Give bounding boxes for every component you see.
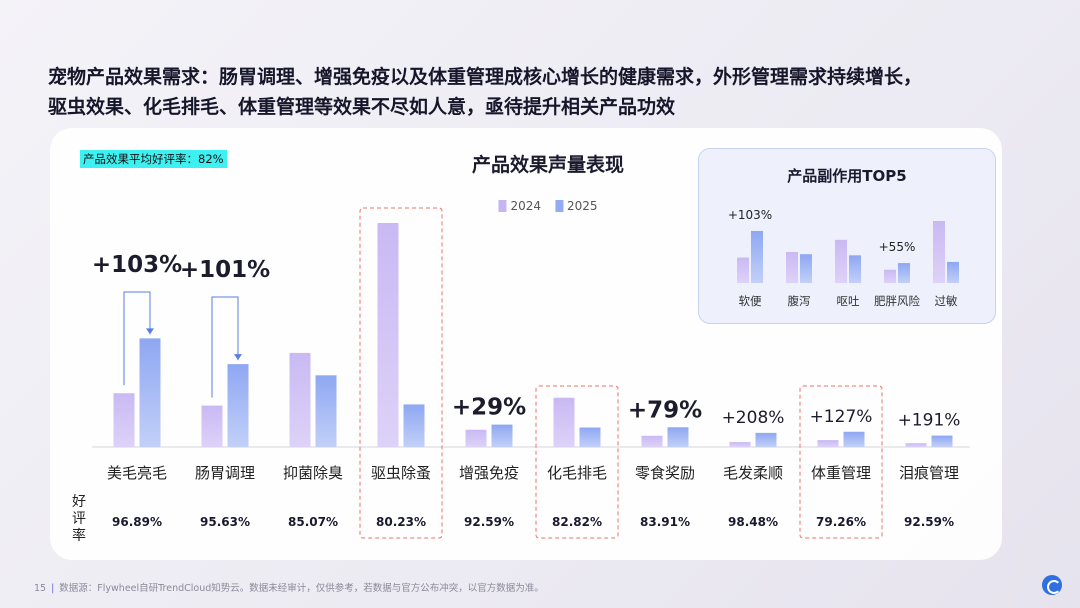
side-effects-title: 产品副作用TOP5 <box>787 167 907 185</box>
category-label-8: 毛发柔顺 <box>723 464 783 482</box>
source-note: 数据源：Flywheel自研TrendCloud知势云。数据未经审计，仅供参考，… <box>59 583 544 594</box>
legend-label-2024: 2024 <box>510 199 541 213</box>
category-label-7: 零食奖励 <box>635 464 695 482</box>
rating-value-4: 80.23% <box>376 515 426 529</box>
side-bar-2024-4 <box>884 269 896 283</box>
rating-value-5: 92.59% <box>464 515 514 529</box>
bar-2024-5 <box>465 429 487 447</box>
growth-arrowhead-2 <box>234 354 242 361</box>
side-bar-2024-2 <box>786 252 798 283</box>
headline-line-1: 宠物产品效果需求：肠胃调理、增强免疫以及体重管理成核心增长的健康需求，外形管理需… <box>48 66 923 88</box>
side-category-label-4: 肥胖风险 <box>874 294 920 308</box>
bar-2025-3 <box>315 375 337 447</box>
category-label-6: 化毛排毛 <box>547 464 607 482</box>
side-effects-bar-chart: 软便 +103% 腹泻 呕吐 肥胖风险 +55% 过敏 <box>728 208 959 308</box>
growth-label-10: +191% <box>898 411 961 431</box>
bar-2024-6 <box>553 397 575 447</box>
growth-label-9: +127% <box>810 407 873 427</box>
bar-2025-7 <box>667 427 689 447</box>
rating-value-2: 95.63% <box>200 515 250 529</box>
legend-label-2025: 2025 <box>567 199 598 213</box>
growth-label-5: +29% <box>452 395 526 421</box>
side-bar-2025-3 <box>849 255 861 283</box>
rating-row-label: 好评率 <box>72 494 86 544</box>
main-chart-legend: 2024 2025 <box>498 199 598 213</box>
category-label-2: 肠胃调理 <box>195 464 255 482</box>
side-bar-2024-1 <box>737 257 749 283</box>
category-label-9: 体重管理 <box>811 464 871 482</box>
bar-2024-9 <box>817 440 839 447</box>
rating-value-9: 79.26% <box>816 515 866 529</box>
headline: 宠物产品效果需求：肠胃调理、增强免疫以及体重管理成核心增长的健康需求，外形管理需… <box>48 62 1048 122</box>
bar-2024-1 <box>113 393 135 447</box>
bar-2025-6 <box>579 427 601 447</box>
side-bar-2024-3 <box>835 239 847 283</box>
brand-logo-icon <box>1042 575 1062 595</box>
bar-2025-1 <box>139 338 161 447</box>
highlight-box-9 <box>799 385 883 539</box>
legend-swatch-2025 <box>555 200 563 212</box>
side-category-label-2: 腹泻 <box>788 294 811 308</box>
highlight-box-4 <box>359 207 443 539</box>
rating-value-10: 92.59% <box>904 515 954 529</box>
bar-2025-8 <box>755 432 777 447</box>
side-bar-2025-4 <box>898 263 910 283</box>
side-category-label-5: 过敏 <box>935 294 958 308</box>
category-label-3: 抑菌除臭 <box>283 464 343 482</box>
rating-value-8: 98.48% <box>728 515 778 529</box>
side-bar-2025-2 <box>800 254 812 283</box>
bar-2025-5 <box>491 424 513 447</box>
bar-2024-2 <box>201 405 223 447</box>
bar-2024-7 <box>641 435 663 447</box>
category-label-1: 美毛亮毛 <box>107 464 167 482</box>
page-number: 15 <box>34 583 47 594</box>
rating-value-6: 82.82% <box>552 515 602 529</box>
growth-label-1: +103% <box>92 252 182 278</box>
bar-2025-9 <box>843 431 865 447</box>
headline-line-2: 驱虫效果、化毛排毛、体重管理等效果不尽如人意，亟待提升相关产品功效 <box>48 96 676 118</box>
legend-item-2025: 2025 <box>555 199 598 213</box>
side-bar-2024-5 <box>933 221 945 283</box>
highlight-box-6 <box>535 385 619 539</box>
side-growth-label-1: +103% <box>728 208 772 222</box>
growth-arrow-line-2 <box>211 296 239 398</box>
bar-2025-2 <box>227 364 249 447</box>
rating-value-1: 96.89% <box>112 515 162 529</box>
bar-2024-10 <box>905 443 927 447</box>
category-label-4: 驱虫除蚤 <box>371 464 431 482</box>
rating-value-7: 83.91% <box>640 515 690 529</box>
bar-2024-4 <box>377 223 399 447</box>
bar-2024-8 <box>729 442 751 447</box>
growth-label-2: +101% <box>180 257 270 283</box>
growth-label-8: +208% <box>722 408 785 428</box>
side-effects-panel: 产品副作用TOP5 软便 +103% 腹泻 呕吐 肥胖风险 +55% 过敏 <box>698 148 996 324</box>
bar-2024-3 <box>289 352 311 447</box>
side-growth-label-4: +55% <box>879 240 916 254</box>
rating-value-3: 85.07% <box>288 515 338 529</box>
legend-item-2024: 2024 <box>498 199 541 213</box>
category-label-10: 泪痕管理 <box>899 464 959 482</box>
legend-swatch-2024 <box>498 200 507 212</box>
growth-label-7: +79% <box>628 397 702 423</box>
category-label-5: 增强免疫 <box>459 464 519 482</box>
side-category-label-3: 呕吐 <box>837 294 860 308</box>
footer: 15 | 数据源：Flywheel自研TrendCloud知势云。数据未经审计，仅供… <box>34 580 544 594</box>
bar-2025-4 <box>403 404 425 447</box>
bar-2025-10 <box>931 435 953 447</box>
side-bar-2025-5 <box>947 261 959 283</box>
main-chart-title: 产品效果声量表现 <box>471 154 625 176</box>
side-bar-2025-1 <box>751 230 763 283</box>
footer-separator: | <box>51 583 55 594</box>
average-rating-tag: 产品效果平均好评率：82% <box>80 150 227 168</box>
growth-arrow-line-1 <box>123 291 151 386</box>
side-category-label-1: 软便 <box>739 294 762 308</box>
growth-arrowhead-1 <box>146 328 154 335</box>
